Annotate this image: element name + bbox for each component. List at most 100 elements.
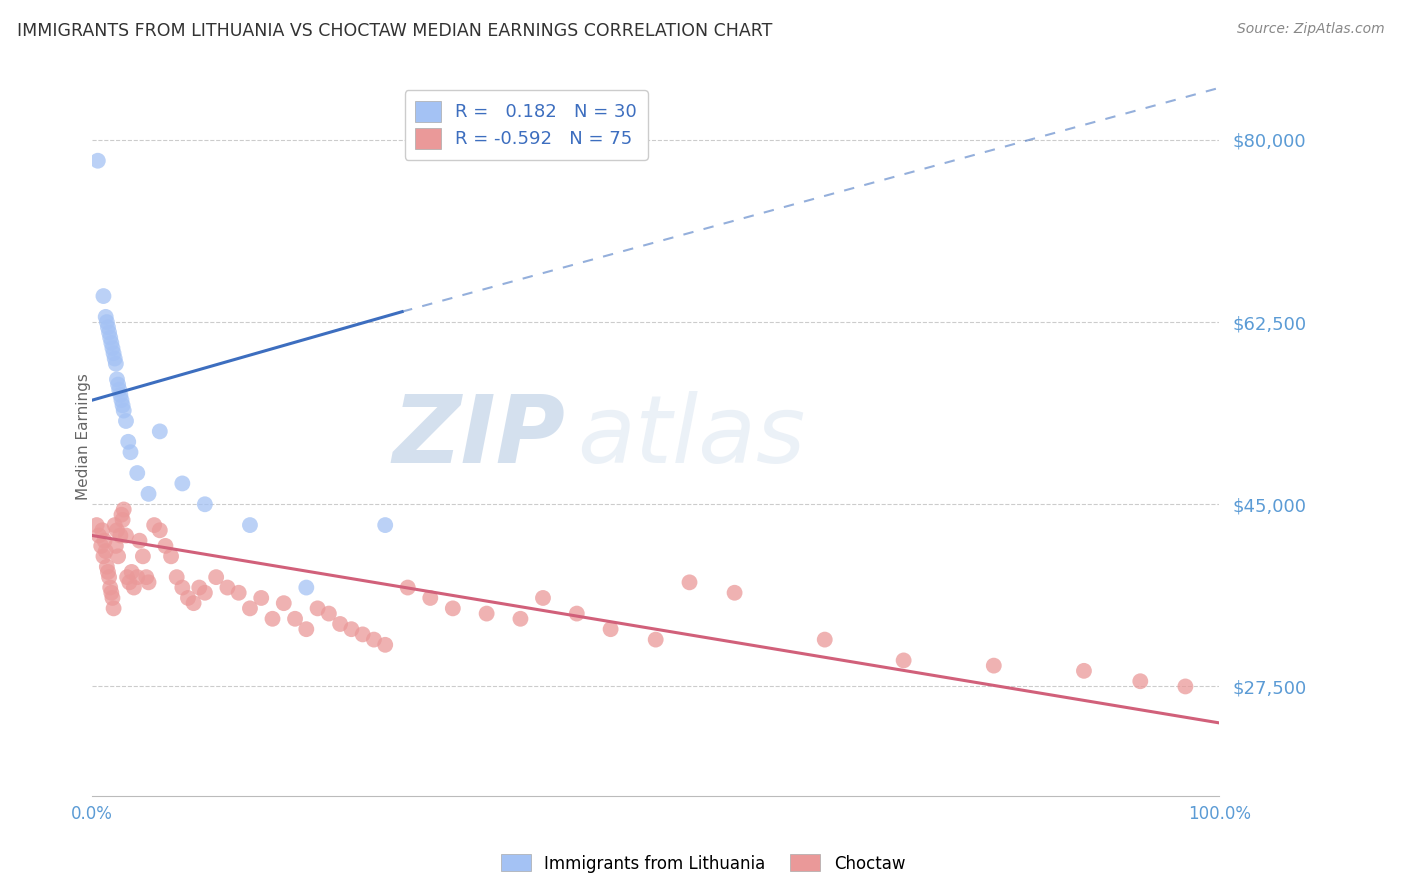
Point — [104, 351, 127, 366]
Point — [93, 549, 115, 564]
Point — [318, 607, 340, 621]
Point — [94, 544, 117, 558]
Point — [98, 570, 121, 584]
Point — [814, 632, 837, 647]
Point — [110, 528, 132, 542]
Point — [374, 638, 396, 652]
Point — [172, 581, 194, 595]
Point — [96, 559, 118, 574]
Point — [111, 513, 134, 527]
Point — [239, 518, 262, 533]
Point — [374, 518, 396, 533]
Point — [122, 581, 145, 595]
Point — [678, 575, 700, 590]
Point — [135, 570, 157, 584]
Point — [340, 622, 363, 636]
Point — [284, 612, 307, 626]
Point — [94, 310, 117, 324]
Point — [138, 487, 160, 501]
Point — [723, 586, 745, 600]
Point — [103, 346, 125, 360]
Point — [110, 388, 132, 402]
Point — [295, 622, 318, 636]
Point — [149, 425, 172, 439]
Point — [104, 357, 127, 371]
Point — [112, 403, 135, 417]
Text: ZIP: ZIP — [392, 391, 565, 483]
Point — [893, 653, 915, 667]
Point — [104, 539, 127, 553]
Point — [205, 570, 228, 584]
Point — [117, 434, 139, 449]
Text: atlas: atlas — [576, 391, 806, 482]
Point — [363, 632, 385, 647]
Point — [177, 591, 200, 605]
Point — [531, 591, 554, 605]
Text: IMMIGRANTS FROM LITHUANIA VS CHOCTAW MEDIAN EARNINGS CORRELATION CHART: IMMIGRANTS FROM LITHUANIA VS CHOCTAW MED… — [17, 22, 772, 40]
Point — [194, 497, 217, 511]
Point — [105, 372, 128, 386]
Point — [127, 466, 149, 480]
Point — [644, 632, 666, 647]
Legend: R =   0.182   N = 30, R = -0.592   N = 75: R = 0.182 N = 30, R = -0.592 N = 75 — [405, 90, 648, 160]
Point — [128, 533, 150, 548]
Point — [138, 575, 160, 590]
Point — [91, 523, 114, 537]
Point — [103, 601, 125, 615]
Point — [111, 398, 134, 412]
Point — [239, 601, 262, 615]
Point — [118, 575, 141, 590]
Point — [100, 586, 122, 600]
Point — [295, 581, 318, 595]
Point — [90, 539, 112, 553]
Point — [101, 341, 124, 355]
Point — [143, 518, 166, 533]
Point — [352, 627, 374, 641]
Point — [166, 570, 188, 584]
Point — [509, 612, 531, 626]
Point — [108, 383, 131, 397]
Point — [87, 153, 110, 168]
Y-axis label: Median Earnings: Median Earnings — [76, 373, 91, 500]
Point — [172, 476, 194, 491]
Point — [93, 533, 115, 548]
Point — [96, 315, 118, 329]
Point — [110, 508, 132, 522]
Point — [1174, 680, 1197, 694]
Point — [475, 607, 498, 621]
Point — [396, 581, 419, 595]
Point — [121, 565, 143, 579]
Point — [127, 570, 149, 584]
Point — [132, 549, 155, 564]
Point — [115, 570, 138, 584]
Point — [217, 581, 239, 595]
Point — [419, 591, 441, 605]
Point — [565, 607, 588, 621]
Point — [98, 581, 121, 595]
Point — [110, 393, 132, 408]
Point — [115, 528, 138, 542]
Point — [98, 326, 121, 340]
Point — [273, 596, 295, 610]
Point — [228, 586, 250, 600]
Point — [599, 622, 621, 636]
Point — [307, 601, 329, 615]
Point — [149, 523, 172, 537]
Point — [97, 565, 120, 579]
Legend: Immigrants from Lithuania, Choctaw: Immigrants from Lithuania, Choctaw — [494, 847, 912, 880]
Point — [183, 596, 205, 610]
Point — [100, 335, 122, 350]
Point — [105, 523, 128, 537]
Point — [1129, 674, 1152, 689]
Point — [120, 445, 142, 459]
Point — [87, 528, 110, 542]
Point — [194, 586, 217, 600]
Point — [98, 331, 121, 345]
Point — [86, 518, 108, 533]
Point — [112, 502, 135, 516]
Point — [107, 549, 129, 564]
Point — [441, 601, 464, 615]
Point — [101, 591, 124, 605]
Point — [983, 658, 1005, 673]
Point — [1073, 664, 1095, 678]
